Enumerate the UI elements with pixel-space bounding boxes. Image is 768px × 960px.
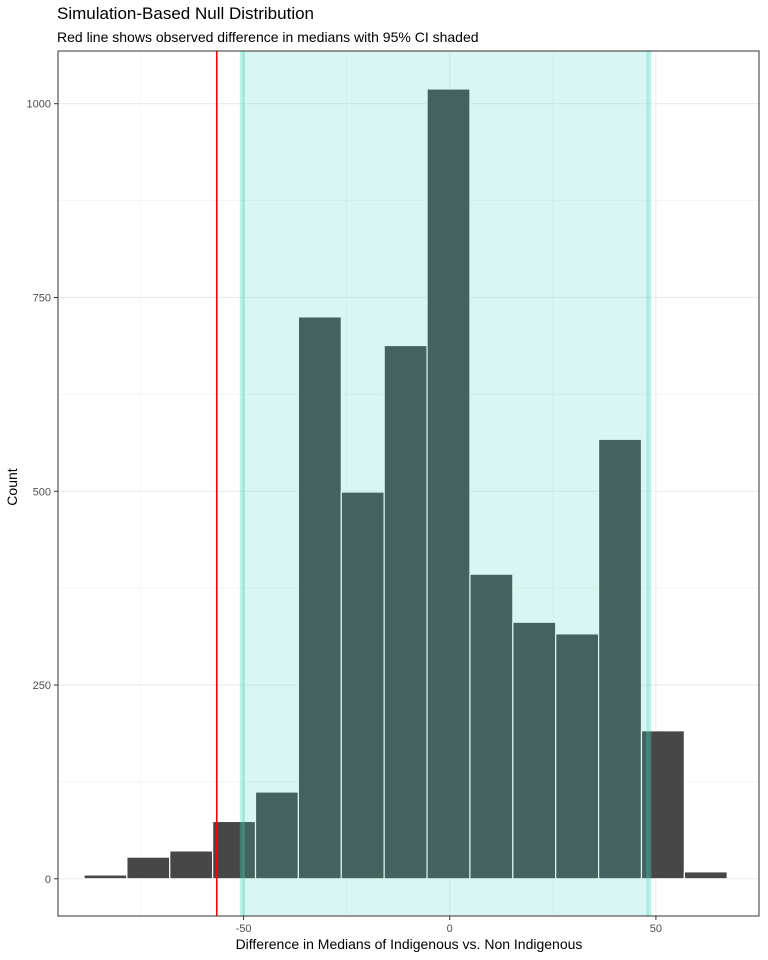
histogram-bar (126, 856, 171, 880)
y-tick-label: 1000 (27, 99, 51, 111)
chart-title: Simulation-Based Null Distribution (57, 4, 315, 23)
x-axis-label: Difference in Medians of Indigenous vs. … (235, 936, 583, 952)
histogram-bar (426, 88, 471, 880)
histogram-bar (469, 573, 514, 880)
histogram-bar (212, 820, 257, 880)
histogram-bar (683, 871, 728, 880)
histogram-bar (597, 438, 643, 880)
ci-shaded-region (242, 51, 649, 916)
chart-subtitle: Red line shows observed difference in me… (57, 29, 479, 45)
histogram-bar (83, 874, 128, 880)
histogram-bar (169, 850, 214, 880)
x-tick-label: 0 (447, 923, 453, 935)
x-tick-label: -50 (236, 923, 252, 935)
y-tick-label: 250 (33, 680, 51, 692)
histogram-bar (512, 621, 557, 880)
x-tick-label: 50 (650, 923, 662, 935)
plot-border (57, 50, 760, 917)
histogram-bar (640, 730, 685, 880)
y-tick-label: 500 (33, 486, 51, 498)
histogram-bar (340, 491, 385, 880)
histogram-bar (254, 791, 300, 880)
histogram-bar (297, 316, 342, 880)
histogram-bar (555, 633, 600, 880)
y-tick-label: 0 (45, 874, 51, 886)
y-tick-label: 750 (33, 292, 51, 304)
